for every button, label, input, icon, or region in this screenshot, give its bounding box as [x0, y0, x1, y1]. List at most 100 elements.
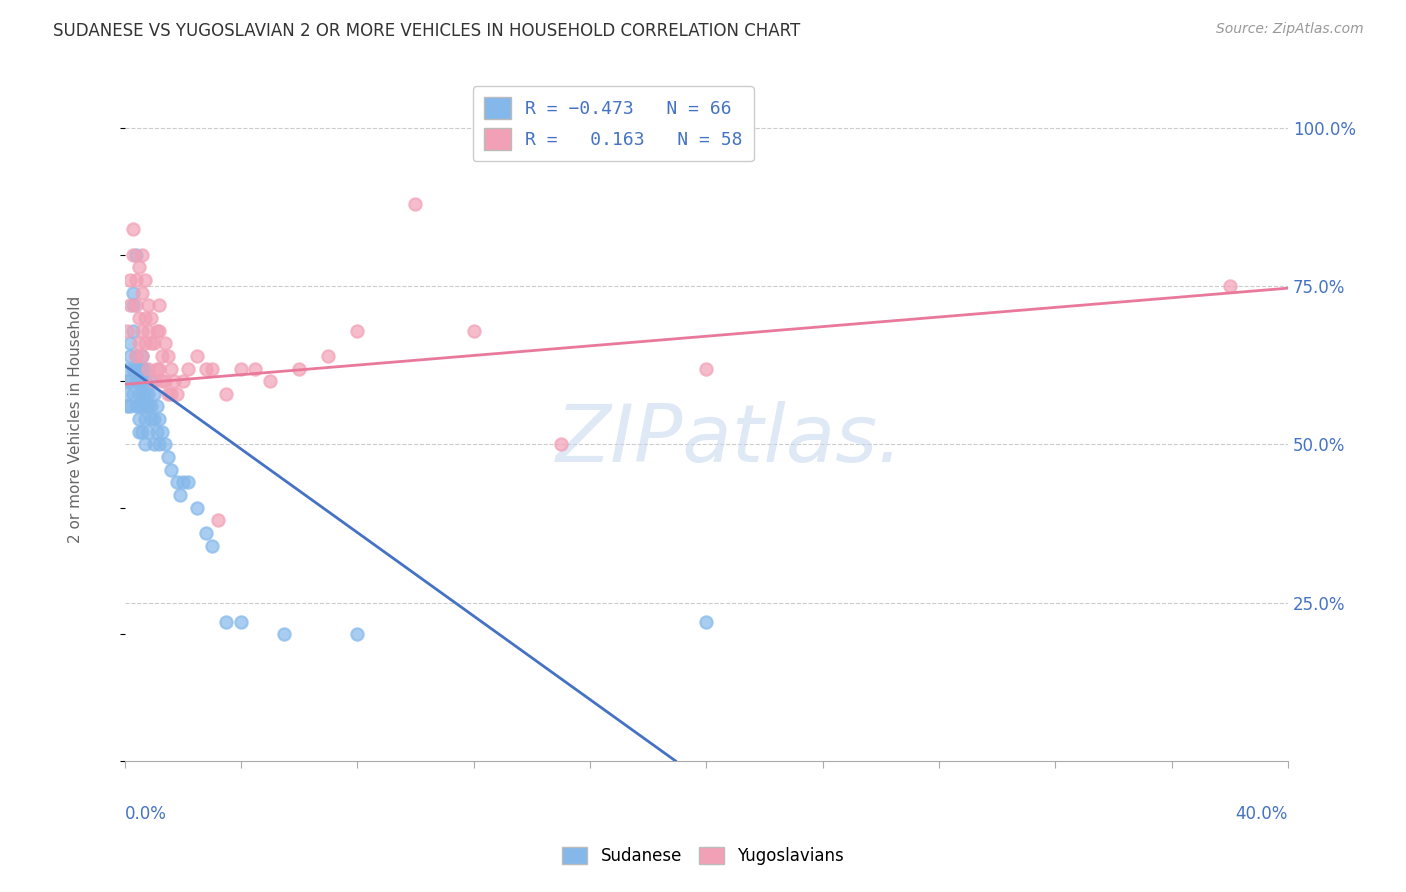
Point: [229, 361, 252, 376]
Point: [131, 361, 153, 376]
Point: [166, 475, 188, 490]
Point: [166, 387, 188, 401]
Point: [316, 349, 339, 363]
Point: [139, 400, 162, 414]
Point: [145, 361, 167, 376]
Point: [346, 324, 368, 338]
Point: [201, 539, 224, 553]
Point: [125, 273, 148, 287]
Point: [136, 324, 159, 338]
Point: [145, 425, 167, 439]
Point: [139, 374, 162, 388]
Point: [136, 387, 159, 401]
Point: [157, 450, 180, 464]
Point: [125, 400, 148, 414]
Point: [122, 247, 145, 261]
Point: [134, 310, 156, 325]
Point: [245, 361, 267, 376]
Point: [134, 374, 156, 388]
Point: [172, 374, 194, 388]
Point: [145, 400, 167, 414]
Point: [259, 374, 281, 388]
Point: [142, 437, 165, 451]
Point: [134, 336, 156, 351]
Point: [150, 349, 173, 363]
Point: [117, 400, 139, 414]
Point: [131, 425, 153, 439]
Point: [139, 336, 162, 351]
Point: [125, 349, 148, 363]
Point: [128, 336, 150, 351]
Legend: R = −0.473   N = 66, R =   0.163   N = 58: R = −0.473 N = 66, R = 0.163 N = 58: [472, 87, 754, 161]
Point: [122, 387, 145, 401]
Point: [695, 361, 717, 376]
Point: [150, 374, 173, 388]
Point: [134, 437, 156, 451]
Point: [273, 627, 295, 641]
Point: [160, 463, 183, 477]
Point: [125, 361, 148, 376]
Point: [186, 349, 208, 363]
Point: [150, 425, 173, 439]
Point: [186, 500, 208, 515]
Text: 2 or more Vehicles in Household: 2 or more Vehicles in Household: [67, 295, 83, 542]
Point: [148, 412, 170, 426]
Point: [134, 400, 156, 414]
Point: [120, 400, 142, 414]
Point: [160, 361, 183, 376]
Point: [122, 361, 145, 376]
Point: [120, 298, 142, 312]
Point: [136, 425, 159, 439]
Point: [131, 349, 153, 363]
Point: [142, 336, 165, 351]
Point: [155, 374, 177, 388]
Text: SUDANESE VS YUGOSLAVIAN 2 OR MORE VEHICLES IN HOUSEHOLD CORRELATION CHART: SUDANESE VS YUGOSLAVIAN 2 OR MORE VEHICL…: [53, 22, 800, 40]
Point: [1219, 279, 1241, 293]
Point: [229, 615, 252, 629]
Point: [128, 400, 150, 414]
Point: [169, 488, 191, 502]
Point: [148, 361, 170, 376]
Point: [128, 361, 150, 376]
Point: [550, 437, 572, 451]
Point: [125, 374, 148, 388]
Point: [117, 387, 139, 401]
Point: [172, 475, 194, 490]
Point: [117, 361, 139, 376]
Text: 0.0%: 0.0%: [125, 805, 166, 823]
Point: [128, 387, 150, 401]
Point: [157, 387, 180, 401]
Point: [142, 387, 165, 401]
Point: [131, 247, 153, 261]
Point: [131, 324, 153, 338]
Point: [131, 349, 153, 363]
Point: [131, 387, 153, 401]
Point: [125, 298, 148, 312]
Point: [120, 374, 142, 388]
Point: [122, 298, 145, 312]
Point: [125, 247, 148, 261]
Point: [201, 361, 224, 376]
Point: [136, 400, 159, 414]
Point: [122, 285, 145, 300]
Point: [131, 285, 153, 300]
Point: [142, 374, 165, 388]
Point: [134, 412, 156, 426]
Point: [128, 412, 150, 426]
Legend: Sudanese, Yugoslavians: Sudanese, Yugoslavians: [553, 837, 853, 875]
Point: [120, 273, 142, 287]
Point: [131, 400, 153, 414]
Point: [131, 374, 153, 388]
Text: ZIPatlas.: ZIPatlas.: [555, 401, 904, 479]
Point: [148, 298, 170, 312]
Point: [346, 627, 368, 641]
Point: [194, 526, 217, 541]
Point: [136, 361, 159, 376]
Point: [177, 361, 200, 376]
Point: [120, 336, 142, 351]
Point: [125, 349, 148, 363]
Point: [463, 324, 485, 338]
Text: 40.0%: 40.0%: [1236, 805, 1288, 823]
Point: [215, 615, 238, 629]
Point: [160, 387, 183, 401]
